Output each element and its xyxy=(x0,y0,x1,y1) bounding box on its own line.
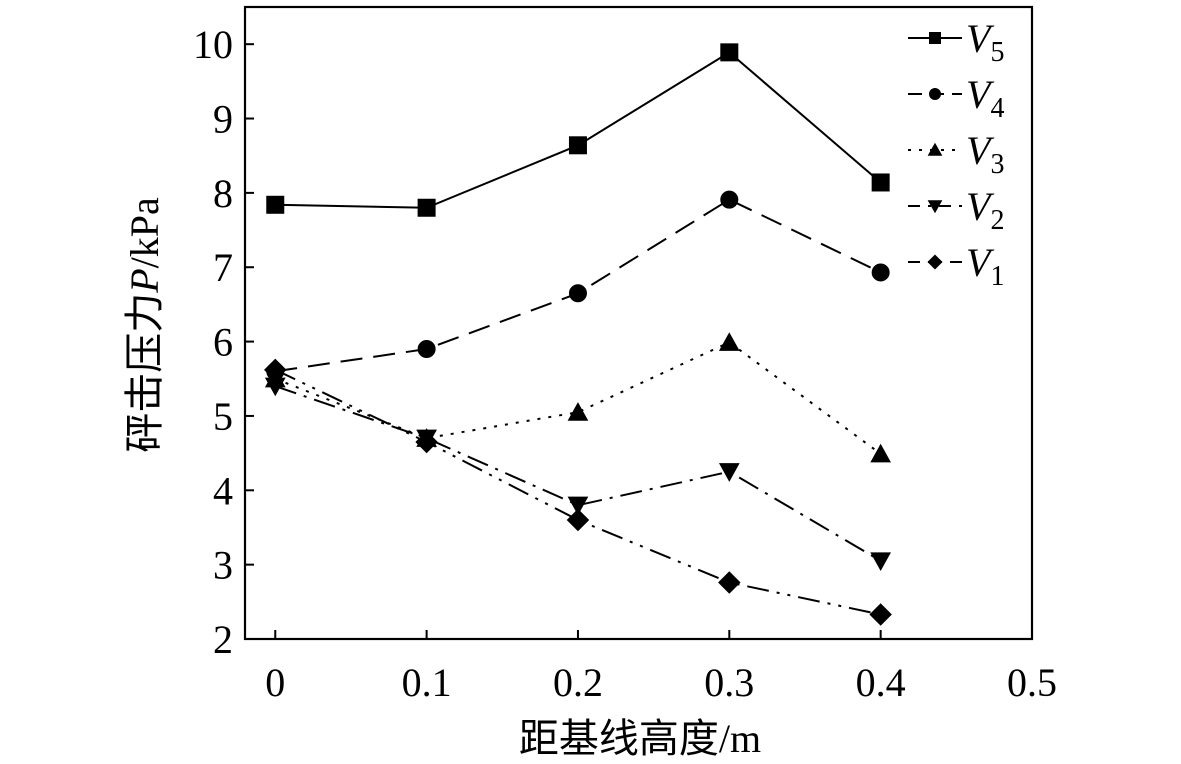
x-tick-label: 0.3 xyxy=(704,660,754,705)
series-V5 xyxy=(266,43,890,217)
data-point xyxy=(566,508,590,532)
x-axis-title: 距基线高度/m xyxy=(519,716,761,761)
legend-marker xyxy=(929,32,941,44)
y-tick-label: 4 xyxy=(213,468,233,513)
legend-label-main: V xyxy=(966,128,995,173)
y-axis-title-variable: P xyxy=(122,268,167,293)
data-point xyxy=(415,430,438,454)
legend-label-subscript: 2 xyxy=(990,205,1004,236)
y-tick-label: 3 xyxy=(213,543,233,588)
y-tick-label: 2 xyxy=(213,617,233,662)
data-point xyxy=(871,263,890,282)
y-axis-title-unit: /kPa xyxy=(122,197,167,268)
y-tick-label: 5 xyxy=(213,394,233,439)
legend-item: V1 xyxy=(908,240,1004,292)
y-tick-label: 10 xyxy=(193,22,233,67)
x-tick-label: 0.4 xyxy=(856,660,906,705)
series-line xyxy=(274,341,882,455)
legend-label-main: V xyxy=(966,72,995,117)
y-axis-title-prefix: 砰击压力 xyxy=(122,293,167,453)
legend-marker xyxy=(927,200,943,214)
y-tick-label: 8 xyxy=(213,171,233,216)
data-point xyxy=(870,443,892,463)
y-tick-label: 6 xyxy=(213,320,233,365)
legend-marker xyxy=(927,142,943,156)
data-point xyxy=(417,340,436,359)
x-axis-ticks: 0 0.1 0.2 0.3 0.4 0.5 xyxy=(265,630,1057,705)
legend-label: V3 xyxy=(966,128,1004,180)
data-point xyxy=(567,402,589,421)
x-tick-label: 0 xyxy=(265,660,285,705)
data-point xyxy=(568,284,587,303)
data-point xyxy=(568,136,587,155)
data-point xyxy=(718,463,740,482)
legend-item: V2 xyxy=(908,184,1004,236)
legend-label: V5 xyxy=(966,16,1004,68)
y-axis-title: 砰击压力P/kPa xyxy=(122,197,167,453)
series-V3 xyxy=(264,332,892,463)
series-line xyxy=(274,368,881,616)
legend-label-main: V xyxy=(966,16,995,61)
series-layer xyxy=(264,43,892,626)
legend-item: V5 xyxy=(908,16,1004,68)
legend-label-subscript: 1 xyxy=(990,261,1004,292)
data-point xyxy=(718,332,740,351)
data-point xyxy=(871,173,890,192)
legend-label-main: V xyxy=(966,240,995,285)
legend-label-subscript: 5 xyxy=(990,37,1004,68)
y-tick-label: 7 xyxy=(213,245,233,290)
x-tick-label: 0.1 xyxy=(402,660,452,705)
data-point xyxy=(264,358,287,382)
data-point xyxy=(870,552,892,572)
x-tick-label: 0.5 xyxy=(1007,660,1057,705)
legend-label-subscript: 4 xyxy=(990,93,1004,124)
y-tick-label: 9 xyxy=(213,97,233,142)
data-point xyxy=(266,195,285,214)
series-V1 xyxy=(264,358,892,626)
plot-border xyxy=(243,5,1034,641)
y-axis-ticks: 2 3 4 5 6 7 8 9 10 xyxy=(193,22,254,662)
data-point xyxy=(417,198,436,217)
legend-marker xyxy=(927,254,943,270)
series-line xyxy=(275,51,882,209)
legend-item: V3 xyxy=(908,128,1004,180)
legend-label: V1 xyxy=(966,240,1004,292)
legend-label: V4 xyxy=(966,72,1004,124)
series-line xyxy=(274,385,882,562)
data-point xyxy=(720,43,739,62)
legend-item: V4 xyxy=(908,72,1004,124)
legend-label-main: V xyxy=(966,184,995,229)
data-point xyxy=(720,190,739,209)
data-point xyxy=(718,571,741,594)
legend-label: V2 xyxy=(966,184,1004,236)
legend-label-subscript: 3 xyxy=(990,149,1004,180)
plot-frame xyxy=(243,5,1034,641)
data-point xyxy=(567,496,589,516)
x-tick-label: 0.2 xyxy=(553,660,603,705)
series-V4 xyxy=(266,190,890,381)
data-point xyxy=(869,603,892,626)
legend-marker xyxy=(929,88,941,100)
